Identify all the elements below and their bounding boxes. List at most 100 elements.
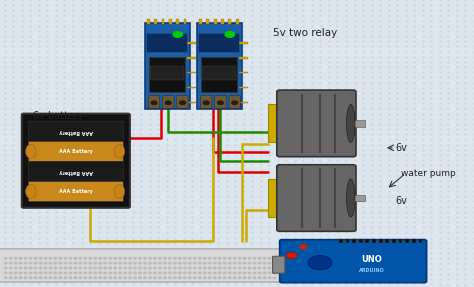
Circle shape (74, 258, 77, 259)
Circle shape (39, 267, 42, 269)
FancyBboxPatch shape (163, 96, 174, 108)
Circle shape (268, 258, 271, 259)
Circle shape (258, 267, 261, 269)
Circle shape (233, 262, 236, 264)
Circle shape (29, 258, 32, 259)
FancyBboxPatch shape (229, 96, 240, 108)
Circle shape (219, 258, 221, 259)
Bar (162, 19, 164, 24)
Circle shape (5, 272, 7, 274)
Circle shape (264, 272, 265, 274)
Circle shape (45, 272, 46, 274)
Circle shape (134, 258, 137, 259)
Circle shape (64, 258, 66, 259)
Circle shape (134, 272, 137, 274)
Text: ARDUINO: ARDUINO (359, 268, 385, 273)
Bar (187, 57, 196, 59)
Ellipse shape (346, 179, 355, 217)
Circle shape (5, 267, 7, 269)
Circle shape (94, 258, 97, 259)
Circle shape (184, 262, 186, 264)
Circle shape (169, 267, 171, 269)
Bar (228, 19, 231, 24)
Circle shape (173, 32, 182, 37)
Circle shape (84, 258, 86, 259)
Circle shape (273, 258, 276, 259)
Circle shape (69, 277, 72, 278)
Circle shape (19, 267, 22, 269)
Circle shape (219, 262, 221, 264)
Circle shape (253, 258, 256, 259)
Circle shape (134, 277, 137, 278)
Circle shape (55, 258, 57, 259)
FancyBboxPatch shape (28, 121, 123, 141)
Circle shape (55, 262, 57, 264)
Bar (206, 19, 209, 24)
Circle shape (129, 262, 131, 264)
Circle shape (164, 277, 166, 278)
Circle shape (179, 272, 181, 274)
Circle shape (89, 258, 91, 259)
Circle shape (194, 258, 196, 259)
Bar (147, 19, 150, 24)
Circle shape (179, 258, 181, 259)
FancyBboxPatch shape (149, 57, 185, 92)
Text: 6v battery: 6v battery (33, 111, 84, 121)
Circle shape (104, 272, 106, 274)
Circle shape (233, 272, 236, 274)
Circle shape (165, 101, 171, 104)
Circle shape (9, 262, 12, 264)
Bar (346, 239, 349, 243)
Circle shape (89, 267, 91, 269)
Circle shape (124, 272, 126, 274)
Circle shape (159, 277, 161, 278)
FancyBboxPatch shape (280, 240, 427, 283)
Circle shape (129, 258, 131, 259)
Circle shape (248, 258, 251, 259)
Circle shape (129, 267, 131, 269)
Circle shape (238, 267, 241, 269)
Circle shape (64, 267, 66, 269)
Circle shape (104, 277, 106, 278)
Circle shape (134, 267, 137, 269)
Circle shape (199, 267, 201, 269)
FancyBboxPatch shape (273, 256, 285, 273)
Ellipse shape (114, 185, 125, 199)
Circle shape (144, 272, 146, 274)
Circle shape (199, 272, 201, 274)
Circle shape (69, 272, 72, 274)
Circle shape (233, 267, 236, 269)
Circle shape (258, 272, 261, 274)
Circle shape (209, 267, 211, 269)
Circle shape (174, 277, 176, 278)
Circle shape (154, 267, 156, 269)
Circle shape (124, 267, 126, 269)
Circle shape (189, 258, 191, 259)
Circle shape (264, 277, 265, 278)
Circle shape (194, 262, 196, 264)
Circle shape (109, 272, 111, 274)
Circle shape (209, 258, 211, 259)
Circle shape (223, 272, 226, 274)
Bar (353, 120, 365, 127)
Circle shape (286, 252, 297, 259)
Circle shape (49, 277, 52, 278)
Circle shape (79, 262, 82, 264)
Circle shape (15, 272, 17, 274)
Circle shape (84, 267, 86, 269)
Circle shape (159, 267, 161, 269)
Circle shape (139, 267, 141, 269)
Circle shape (179, 267, 181, 269)
Circle shape (74, 272, 77, 274)
Circle shape (19, 262, 22, 264)
Circle shape (253, 272, 256, 274)
Circle shape (114, 272, 117, 274)
Circle shape (164, 267, 166, 269)
Circle shape (223, 262, 226, 264)
Circle shape (99, 258, 101, 259)
Circle shape (159, 272, 161, 274)
Circle shape (74, 267, 77, 269)
Circle shape (248, 277, 251, 278)
Circle shape (264, 267, 265, 269)
Circle shape (9, 258, 12, 259)
